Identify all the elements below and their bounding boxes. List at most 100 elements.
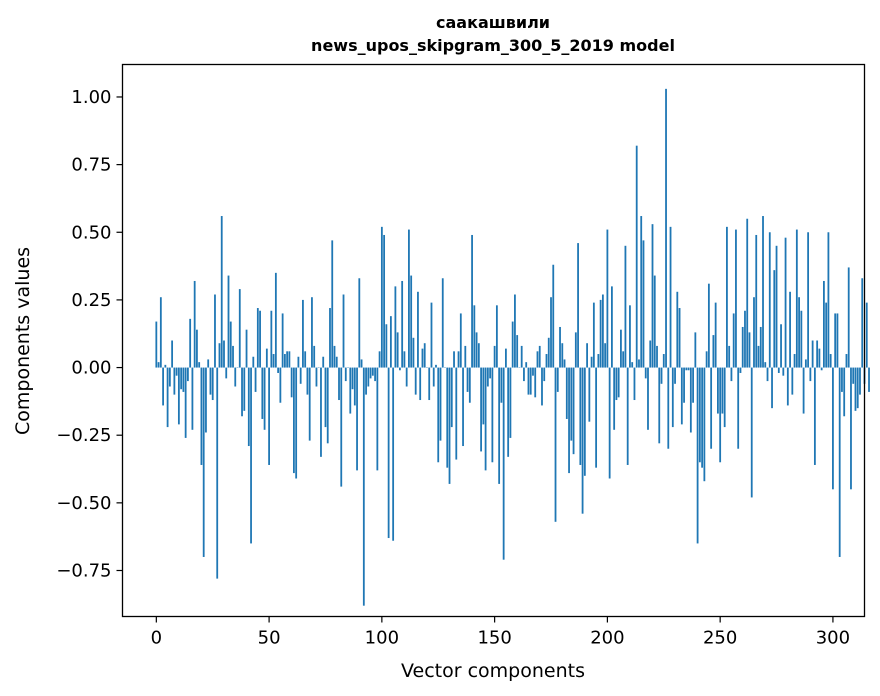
bar-59 <box>288 351 291 368</box>
bar-60 <box>290 367 293 398</box>
bar-166 <box>529 367 532 395</box>
bar-225 <box>662 354 665 368</box>
bar-62 <box>295 367 298 479</box>
bar-288 <box>804 359 807 368</box>
bar-270 <box>764 362 767 368</box>
bar-46 <box>259 310 261 368</box>
bar-252 <box>723 367 726 428</box>
y-tick-label: −0.75 <box>56 561 111 582</box>
bar-246 <box>710 367 713 449</box>
bar-205 <box>617 367 620 398</box>
bar-97 <box>374 367 376 382</box>
bar-260 <box>741 326 744 368</box>
bar-255 <box>730 367 733 382</box>
bar-220 <box>651 224 654 368</box>
bar-58 <box>286 351 289 368</box>
bar-264 <box>750 367 753 498</box>
bar-300 <box>832 367 834 490</box>
bar-193 <box>590 356 593 368</box>
bar-82 <box>340 367 343 487</box>
bar-208 <box>624 245 627 368</box>
bar-244 <box>705 351 708 368</box>
chart-subtitle: news_upos_skipgram_300_5_2019 model <box>311 36 675 55</box>
bar-7 <box>171 340 174 368</box>
bar-121 <box>428 367 431 401</box>
bar-42 <box>250 367 252 544</box>
bar-102 <box>385 324 388 368</box>
bar-259 <box>739 367 742 373</box>
bar-145 <box>482 367 485 425</box>
bar-306 <box>845 354 848 368</box>
y-axis-label: Components values <box>12 247 34 435</box>
bar-301 <box>834 313 837 368</box>
bar-232 <box>678 308 681 368</box>
bar-310 <box>854 367 857 411</box>
bar-185 <box>572 367 575 455</box>
bar-17 <box>193 280 196 368</box>
bar-40 <box>245 329 248 368</box>
y-tick-label: 0.50 <box>71 222 111 243</box>
bar-258 <box>737 367 740 449</box>
bar-116 <box>417 291 419 368</box>
bar-113 <box>410 275 413 368</box>
bar-293 <box>816 340 819 368</box>
bar-118 <box>421 348 424 368</box>
bar-242 <box>701 367 704 468</box>
bar-286 <box>800 310 803 368</box>
bar-309 <box>852 367 855 384</box>
bar-139 <box>468 367 471 403</box>
bar-32 <box>227 275 230 368</box>
bar-176 <box>552 264 555 368</box>
bar-5 <box>166 367 169 428</box>
bar-26 <box>214 294 216 368</box>
bar-110 <box>403 351 406 368</box>
bar-261 <box>744 310 746 368</box>
bar-107 <box>396 332 399 368</box>
bar-188 <box>579 367 582 465</box>
bar-257 <box>735 229 737 368</box>
bar-206 <box>620 329 622 368</box>
bar-265 <box>753 297 755 368</box>
bar-296 <box>823 280 825 368</box>
bar-209 <box>626 367 629 465</box>
bar-229 <box>671 367 674 428</box>
bar-0 <box>155 321 158 368</box>
bar-212 <box>633 367 636 401</box>
bar-2 <box>159 297 162 368</box>
bar-20 <box>200 367 203 465</box>
bar-117 <box>419 367 422 401</box>
bar-198 <box>601 294 604 368</box>
bar-189 <box>581 367 584 514</box>
bar-24 <box>209 367 212 395</box>
bar-203 <box>613 367 616 430</box>
bar-227 <box>667 367 670 449</box>
bar-14 <box>187 367 189 382</box>
bar-124 <box>435 364 437 368</box>
bar-162 <box>520 345 523 368</box>
bar-214 <box>638 359 640 368</box>
bar-51 <box>270 310 273 368</box>
bar-287 <box>802 367 805 414</box>
bar-132 <box>453 351 455 368</box>
bar-112 <box>408 229 410 368</box>
bar-187 <box>577 243 579 368</box>
bar-76 <box>326 367 329 444</box>
bar-103 <box>387 367 390 539</box>
bar-228 <box>669 226 672 368</box>
bar-44 <box>254 367 257 392</box>
bar-272 <box>768 232 771 368</box>
bar-130 <box>448 367 451 484</box>
bar-249 <box>717 367 719 414</box>
bar-152 <box>498 367 501 484</box>
bar-61 <box>293 367 295 474</box>
bar-109 <box>401 280 404 368</box>
bar-247 <box>712 335 715 368</box>
bar-37 <box>238 289 241 368</box>
bar-148 <box>489 367 492 379</box>
bar-160 <box>516 335 519 368</box>
bar-67 <box>306 367 309 395</box>
bar-231 <box>676 291 679 368</box>
bar-238 <box>692 367 694 403</box>
bar-184 <box>570 367 573 441</box>
bar-28 <box>218 343 221 368</box>
